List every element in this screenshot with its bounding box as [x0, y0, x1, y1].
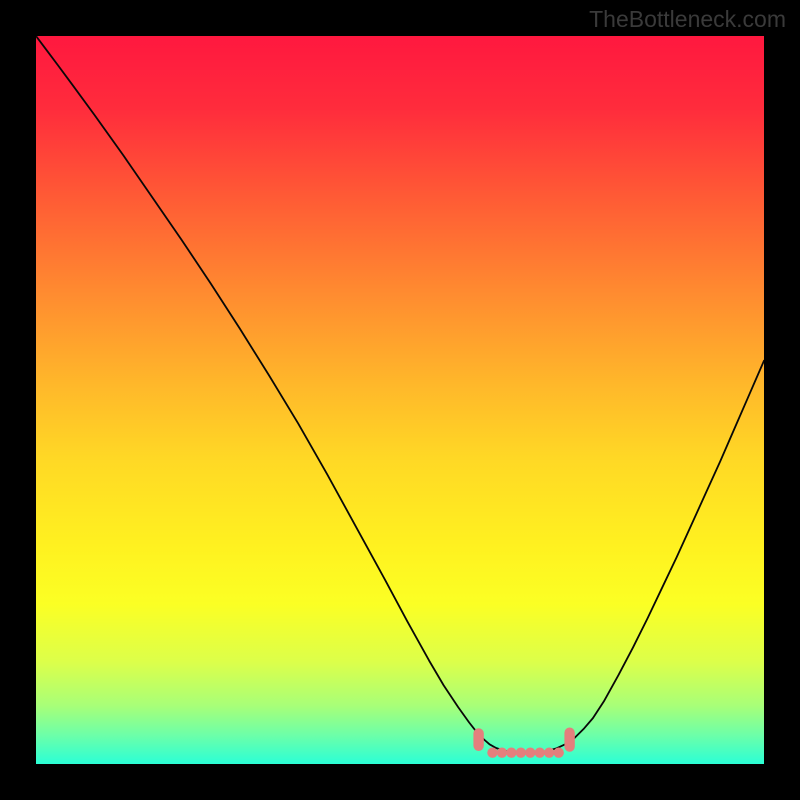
valley-marker	[516, 748, 526, 758]
bottleneck-chart	[36, 36, 764, 764]
valley-marker	[506, 748, 516, 758]
valley-marker	[554, 748, 564, 758]
valley-marker	[497, 748, 507, 758]
chart-background	[36, 36, 764, 764]
valley-marker	[535, 748, 545, 758]
valley-end-cluster	[564, 728, 574, 752]
valley-marker	[544, 748, 554, 758]
chart-canvas	[36, 36, 764, 764]
valley-marker	[525, 748, 535, 758]
valley-end-cluster	[473, 728, 483, 751]
valley-marker	[487, 748, 497, 758]
watermark-text: TheBottleneck.com	[589, 6, 786, 33]
